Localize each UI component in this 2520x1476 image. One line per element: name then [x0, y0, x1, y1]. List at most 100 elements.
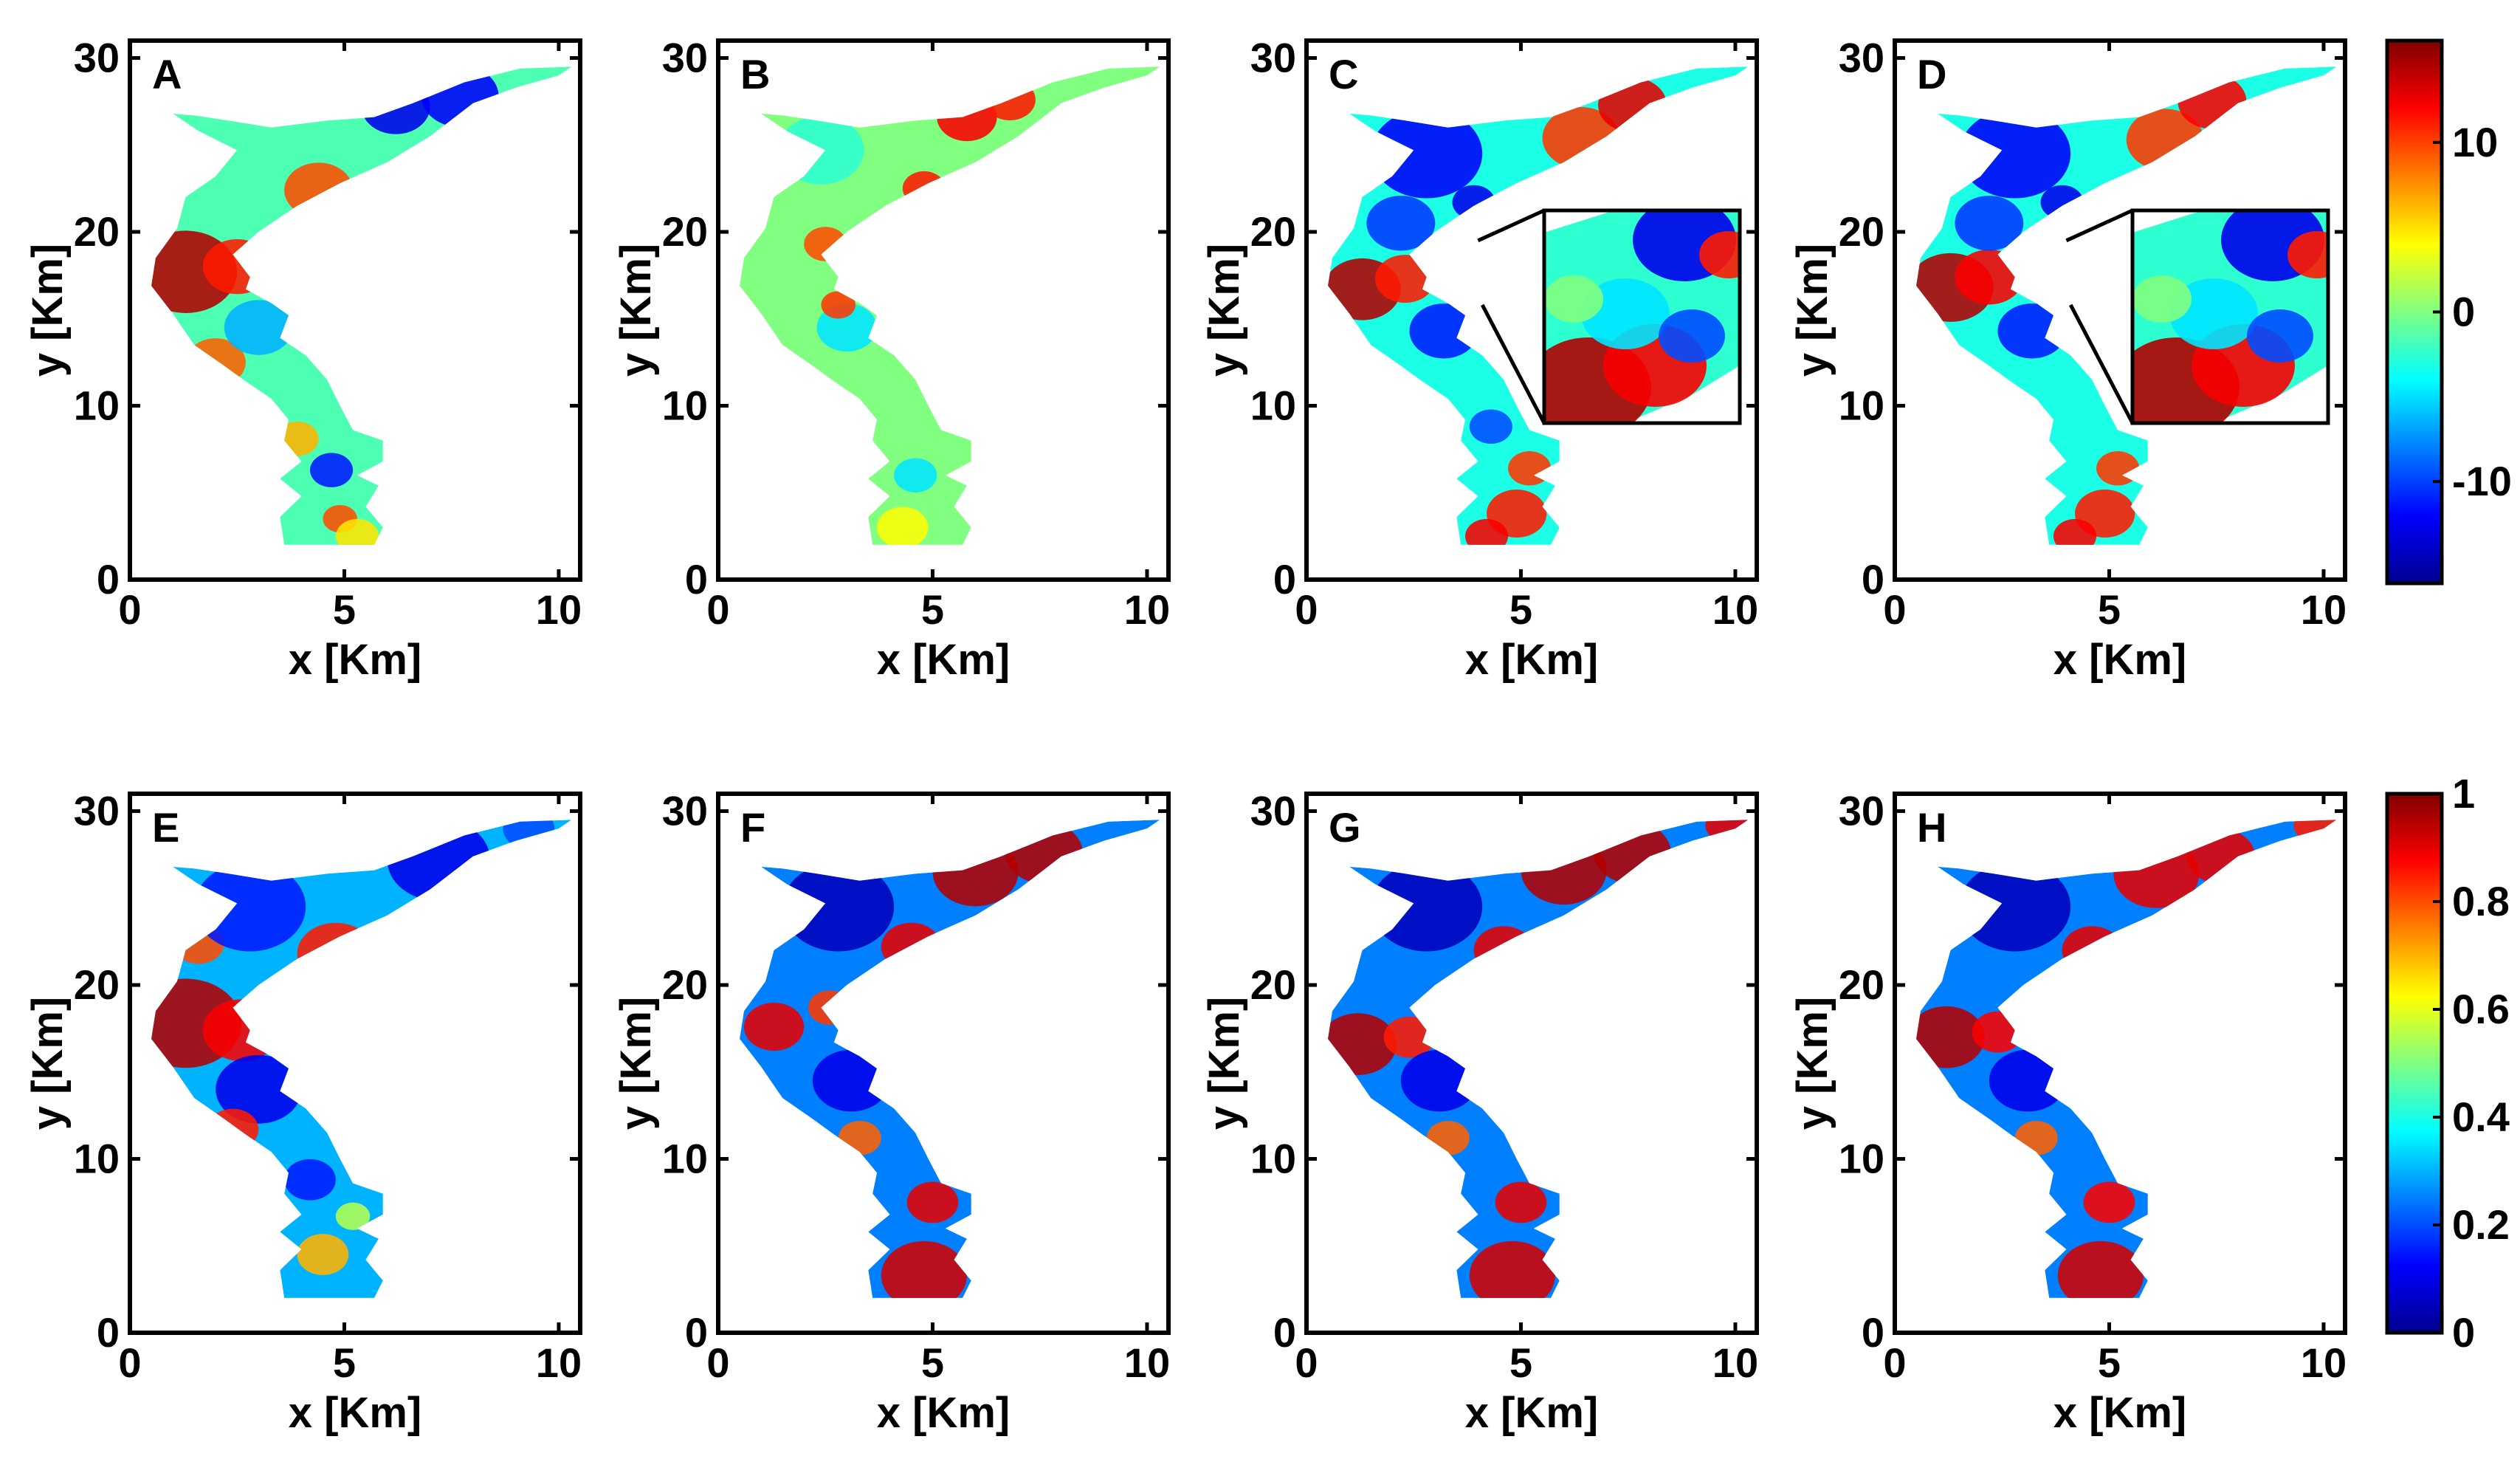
y-tick-label: 10: [1250, 1136, 1296, 1182]
colorbar-tick-label: 0: [2452, 1309, 2475, 1356]
y-axis-label: y [Km]: [1789, 997, 1836, 1130]
inset-frame: [1542, 208, 1742, 425]
field-patch: [1959, 109, 2071, 199]
field-patch: [1374, 255, 1436, 303]
field-patch: [906, 1181, 959, 1223]
panel-e: 0 5 10 0 10 20 30 x [Km] y [Km] E: [24, 788, 582, 1437]
field-patch: [1916, 1006, 1986, 1068]
field-patch: [2062, 926, 2122, 975]
field-patch: [1989, 1049, 2067, 1112]
field-patch: [1955, 196, 2024, 251]
river-field: [740, 820, 1160, 1298]
y-tick-label: 20: [74, 961, 120, 1008]
colorbar-tick-label: 10: [2452, 119, 2498, 165]
zoom-inset: [2130, 208, 2330, 425]
zoom-line: [1477, 208, 1546, 243]
field-patch: [1366, 196, 1436, 251]
field-patch: [1452, 185, 1495, 220]
y-axis-label: y [Km]: [24, 997, 72, 1130]
field-patch: [1426, 1121, 1470, 1156]
plot-frame: [1893, 38, 2347, 582]
x-axis-label: x [Km]: [2053, 1389, 2186, 1437]
plot-frame: [1304, 792, 1759, 1335]
field-patch: [1997, 303, 2067, 359]
y-tick-label: 30: [1250, 788, 1296, 834]
x-tick-label: 0: [706, 586, 729, 633]
field-patch: [194, 862, 306, 952]
colorbar-tick-label: -10: [2452, 458, 2512, 504]
field-patch: [2014, 1121, 2058, 1156]
field-patch: [2113, 839, 2200, 908]
y-tick-label: 10: [662, 1136, 708, 1182]
field-patch: [224, 300, 293, 355]
field-patch: [1495, 1181, 1547, 1223]
inset-frame: [2130, 208, 2330, 425]
field-patch: [2040, 185, 2084, 220]
field-patch: [207, 123, 293, 192]
field-patch: [1383, 1016, 1436, 1058]
y-tick-label: 10: [1250, 382, 1296, 429]
panel-letter: H: [1917, 804, 1946, 851]
y-tick-label: 0: [685, 1309, 708, 1356]
field-patch: [1464, 518, 1509, 545]
zoom-inset: [1542, 208, 1742, 425]
x-tick-label: 10: [1124, 586, 1170, 633]
x-tick-label: 5: [1509, 586, 1532, 633]
x-axis-label: x [Km]: [289, 636, 421, 684]
field-patch: [881, 922, 942, 971]
y-tick-label: 30: [662, 35, 708, 81]
field-patch: [2178, 74, 2247, 129]
x-axis-label: x [Km]: [877, 636, 1010, 684]
field-patch: [876, 507, 929, 545]
y-tick-label: 10: [662, 382, 708, 429]
colorbar-tick-label: 0.4: [2452, 1094, 2510, 1140]
field-patch: [1972, 1011, 2024, 1053]
x-axis-label: x [Km]: [1465, 636, 1598, 684]
x-tick-label: 5: [2098, 1339, 2121, 1386]
x-tick-label: 0: [118, 586, 141, 633]
y-tick-label: 20: [1839, 961, 1884, 1008]
field-patch: [335, 518, 379, 545]
y-tick-label: 0: [1862, 556, 1884, 603]
x-tick-label: 10: [1124, 1339, 1170, 1386]
river-field: [151, 66, 572, 545]
y-tick-label: 10: [74, 1136, 120, 1182]
field-patch: [1400, 1049, 1478, 1112]
x-tick-label: 5: [333, 1339, 356, 1386]
y-tick-label: 20: [662, 961, 708, 1008]
plot-frame: [128, 792, 582, 1335]
x-axis-label: x [Km]: [2053, 636, 2186, 684]
y-axis-label: y [Km]: [1200, 997, 1248, 1130]
y-tick-label: 10: [1839, 382, 1884, 429]
field-patch: [284, 1159, 336, 1201]
colorbar-tick-label: 0.2: [2452, 1201, 2510, 1248]
field-patch: [1371, 862, 1483, 952]
field-patch: [1598, 77, 1667, 133]
panel-letter: C: [1329, 51, 1358, 97]
plot-frame: [716, 38, 1171, 582]
zoom-line: [2065, 208, 2134, 243]
river-field: [1328, 820, 1749, 1298]
panel-c: 0 5 10 0 10 20 30 x [Km] y [Km] C: [1200, 35, 1759, 684]
field-patch: [202, 999, 280, 1062]
x-tick-label: 10: [536, 586, 582, 633]
panel-letter: G: [1329, 804, 1361, 851]
field-patch: [812, 1049, 890, 1112]
panel-a: 0 5 10 0 10 20 30 x [Km] y [Km] A: [24, 35, 582, 684]
inset-patch: [1544, 275, 1603, 323]
colorbar-tick-label: 0: [2452, 289, 2475, 335]
panel-letter: F: [740, 804, 765, 851]
field-patch: [387, 820, 490, 902]
field-patch: [2186, 828, 2256, 884]
x-axis-label: x [Km]: [289, 1389, 421, 1437]
field-patch: [1487, 317, 1538, 359]
colorbar-tick-label: 0.8: [2452, 878, 2510, 924]
inset-patch: [2169, 278, 2258, 349]
field-patch: [808, 990, 852, 1025]
field-patch: [2293, 820, 2337, 842]
y-tick-label: 30: [1839, 788, 1884, 834]
field-patch: [421, 66, 499, 128]
field-patch: [1328, 1013, 1397, 1075]
x-axis-label: x [Km]: [877, 1389, 1010, 1437]
field-patch: [1469, 409, 1512, 444]
